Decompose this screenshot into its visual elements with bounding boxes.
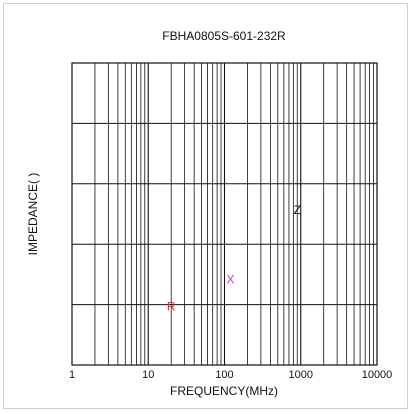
horizontal-grid bbox=[72, 122, 377, 306]
series-label-x: X bbox=[227, 272, 235, 286]
x-tick-label: 1 bbox=[69, 369, 75, 381]
plot-area bbox=[71, 62, 378, 366]
x-tick-labels: 1 10 100 1000 10000 bbox=[69, 369, 392, 381]
series-markers: R X Z bbox=[167, 203, 301, 314]
chart-frame bbox=[3, 3, 408, 409]
chart-title: FBHA0805S-601-232R bbox=[162, 29, 286, 43]
vertical-grid bbox=[94, 63, 374, 365]
y-axis-label: IMPEDANCE( ) bbox=[26, 173, 40, 256]
series-label-r: R bbox=[167, 300, 176, 314]
x-tick-label: 10 bbox=[142, 369, 154, 381]
x-tick-label: 1000 bbox=[289, 369, 313, 381]
x-tick-label: 10000 bbox=[362, 369, 393, 381]
x-tick-label: 100 bbox=[215, 369, 233, 381]
x-axis-label: FREQUENCY(MHz) bbox=[170, 384, 278, 398]
series-label-z: Z bbox=[294, 203, 301, 217]
